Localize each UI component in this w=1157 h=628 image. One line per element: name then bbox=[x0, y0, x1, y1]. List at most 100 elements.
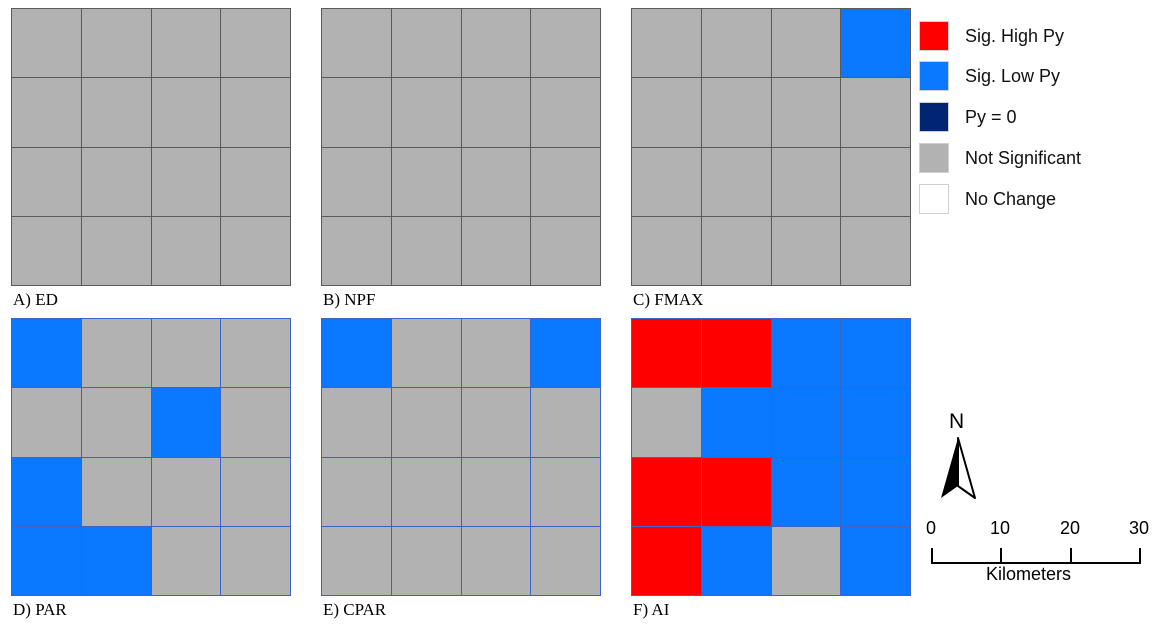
panel-label: A) ED bbox=[13, 290, 58, 309]
grid-cell bbox=[771, 9, 841, 78]
grid-cell bbox=[221, 78, 290, 147]
grid-cell bbox=[701, 526, 771, 595]
legend-swatch bbox=[919, 184, 949, 214]
grid-cell bbox=[81, 147, 151, 216]
grid-cell bbox=[632, 319, 701, 388]
grid-cell bbox=[221, 526, 290, 595]
grid-cell bbox=[531, 9, 600, 78]
grid-cell bbox=[531, 216, 600, 285]
grid-cell bbox=[322, 457, 391, 526]
grid-cell bbox=[632, 78, 701, 147]
grid-cell bbox=[12, 78, 81, 147]
legend-label: Sig. Low Py bbox=[965, 65, 1061, 86]
grid-cell bbox=[632, 147, 701, 216]
grid-cell bbox=[12, 9, 81, 78]
grid-cell bbox=[771, 457, 841, 526]
grid-cell bbox=[322, 147, 391, 216]
grid-cell bbox=[391, 457, 461, 526]
panel-grid bbox=[11, 318, 291, 596]
grid-cell bbox=[391, 147, 461, 216]
grid-cell bbox=[841, 216, 910, 285]
grid-cell bbox=[701, 388, 771, 457]
grid-cell bbox=[632, 457, 701, 526]
legend-item-no-change: No Change bbox=[919, 184, 1149, 214]
panel-grid bbox=[631, 8, 911, 286]
panel-label: F) AI bbox=[633, 600, 670, 619]
panel-grid bbox=[11, 8, 291, 286]
legend-swatch bbox=[919, 102, 949, 132]
grid-cell bbox=[391, 388, 461, 457]
grid-cell bbox=[12, 216, 81, 285]
grid-cell bbox=[12, 526, 81, 595]
grid-cell bbox=[461, 78, 531, 147]
legend-item-sig-low: Sig. Low Py bbox=[919, 61, 1149, 91]
grid-cell bbox=[461, 147, 531, 216]
grid-cell bbox=[322, 9, 391, 78]
grid-cell bbox=[221, 9, 290, 78]
legend-swatch bbox=[919, 21, 949, 51]
grid-cell bbox=[701, 457, 771, 526]
grid-cell bbox=[81, 78, 151, 147]
grid-cell bbox=[841, 78, 910, 147]
grid-cell bbox=[841, 319, 910, 388]
grid-cell bbox=[771, 216, 841, 285]
grid-cell bbox=[701, 147, 771, 216]
scale-tick-label: 20 bbox=[1060, 518, 1081, 538]
north-arrow-icon bbox=[941, 437, 976, 499]
grid-cell bbox=[151, 319, 221, 388]
grid-cell bbox=[841, 526, 910, 595]
panel-label: D) PAR bbox=[13, 600, 67, 619]
grid-cell bbox=[151, 216, 221, 285]
grid-cell bbox=[771, 388, 841, 457]
grid-cell bbox=[221, 388, 290, 457]
grid-cell bbox=[81, 216, 151, 285]
legend-label: No Change bbox=[965, 188, 1057, 209]
grid-cell bbox=[701, 9, 771, 78]
grid-cell bbox=[841, 388, 910, 457]
grid-cell bbox=[151, 457, 221, 526]
grid-cell bbox=[322, 388, 391, 457]
grid-cell bbox=[221, 319, 290, 388]
grid-cell bbox=[632, 388, 701, 457]
grid-cell bbox=[81, 388, 151, 457]
grid-cell bbox=[632, 216, 701, 285]
grid-cell bbox=[391, 319, 461, 388]
grid-cell bbox=[701, 319, 771, 388]
scale-unit-label: Kilometers bbox=[986, 564, 1072, 584]
grid-cell bbox=[531, 147, 600, 216]
grid-cell bbox=[221, 147, 290, 216]
grid-cell bbox=[151, 147, 221, 216]
grid-cell bbox=[531, 457, 600, 526]
grid-cell bbox=[771, 78, 841, 147]
legend-swatch bbox=[919, 143, 949, 173]
grid-cell bbox=[701, 216, 771, 285]
north-arrow: N bbox=[935, 410, 985, 505]
grid-cell bbox=[461, 457, 531, 526]
grid-cell bbox=[322, 526, 391, 595]
grid-cell bbox=[221, 216, 290, 285]
panel-grid bbox=[321, 8, 601, 286]
grid-cell bbox=[391, 216, 461, 285]
grid-cell bbox=[771, 319, 841, 388]
legend-item-not-significant: Not Significant bbox=[919, 143, 1149, 173]
grid-cell bbox=[12, 319, 81, 388]
legend-label: Not Significant bbox=[965, 147, 1082, 168]
panel-label: C) FMAX bbox=[633, 290, 704, 309]
grid-cell bbox=[701, 78, 771, 147]
grid-cell bbox=[841, 147, 910, 216]
grid-cell bbox=[461, 216, 531, 285]
legend-label: Sig. High Py bbox=[965, 25, 1065, 46]
grid-cell bbox=[391, 9, 461, 78]
grid-cell bbox=[151, 9, 221, 78]
grid-cell bbox=[81, 457, 151, 526]
grid-cell bbox=[841, 9, 910, 78]
legend-swatch bbox=[919, 61, 949, 91]
grid-cell bbox=[632, 9, 701, 78]
scale-bar-line bbox=[931, 548, 1141, 564]
scale-bar: 0 10 20 30 Kilometers bbox=[915, 518, 1155, 588]
grid-cell bbox=[12, 457, 81, 526]
panel-label: E) CPAR bbox=[323, 600, 387, 619]
grid-cell bbox=[461, 388, 531, 457]
grid-cell bbox=[151, 388, 221, 457]
scale-tick-label: 30 bbox=[1129, 518, 1150, 538]
